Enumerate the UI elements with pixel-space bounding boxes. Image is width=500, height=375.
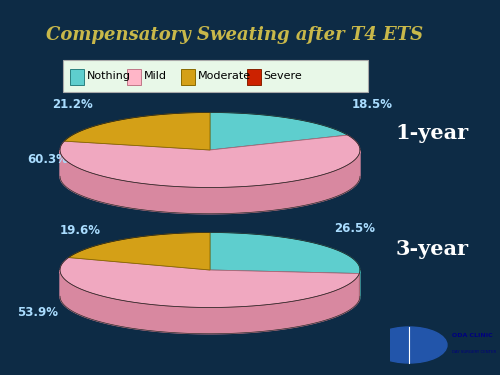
Polygon shape — [60, 258, 360, 307]
Text: 26.5%: 26.5% — [334, 222, 376, 235]
Text: Moderate: Moderate — [198, 71, 250, 81]
Text: ODA CLINIC: ODA CLINIC — [452, 333, 492, 338]
Text: Mild: Mild — [144, 71, 167, 81]
Text: Compensatory Sweating after T4 ETS: Compensatory Sweating after T4 ETS — [46, 26, 424, 44]
FancyBboxPatch shape — [181, 69, 194, 85]
Text: DAY SURGERY CENTER: DAY SURGERY CENTER — [452, 350, 496, 354]
Text: Severe: Severe — [264, 71, 302, 81]
FancyBboxPatch shape — [62, 60, 368, 92]
Text: 21.2%: 21.2% — [52, 99, 93, 111]
Text: 60.3%: 60.3% — [27, 153, 68, 166]
Polygon shape — [60, 270, 360, 334]
Text: 19.6%: 19.6% — [60, 224, 100, 237]
FancyBboxPatch shape — [247, 69, 260, 85]
Text: 53.9%: 53.9% — [17, 306, 58, 318]
Circle shape — [371, 327, 447, 363]
Polygon shape — [210, 232, 360, 273]
Text: Nothing: Nothing — [86, 71, 130, 81]
Text: 1-year: 1-year — [396, 123, 469, 143]
Polygon shape — [60, 150, 360, 214]
Polygon shape — [64, 112, 210, 150]
FancyBboxPatch shape — [70, 69, 84, 85]
Polygon shape — [210, 112, 348, 150]
Polygon shape — [68, 232, 210, 270]
Text: 18.5%: 18.5% — [352, 99, 393, 111]
FancyBboxPatch shape — [127, 69, 140, 85]
Polygon shape — [60, 135, 360, 188]
Text: 3-year: 3-year — [396, 239, 469, 260]
